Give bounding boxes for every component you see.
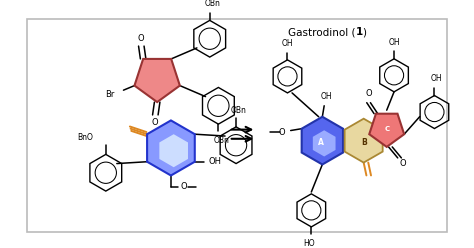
- Polygon shape: [369, 114, 404, 147]
- Text: HO: HO: [304, 239, 315, 248]
- Text: OBn: OBn: [231, 106, 247, 115]
- Polygon shape: [135, 59, 180, 102]
- Text: O: O: [365, 89, 372, 98]
- Text: OH: OH: [430, 74, 442, 84]
- Text: OH: OH: [209, 157, 221, 166]
- Text: O: O: [137, 34, 144, 43]
- Text: C: C: [385, 126, 390, 132]
- Text: OH: OH: [388, 38, 400, 47]
- Text: OH: OH: [282, 39, 293, 48]
- Text: A: A: [318, 138, 323, 147]
- Polygon shape: [159, 134, 188, 167]
- Text: 1: 1: [356, 27, 363, 37]
- Polygon shape: [301, 117, 343, 164]
- Text: O: O: [151, 118, 158, 127]
- Text: Gastrodinol (: Gastrodinol (: [288, 27, 356, 37]
- Text: OBn: OBn: [213, 136, 229, 145]
- Text: OH: OH: [321, 92, 333, 101]
- Text: BnO: BnO: [77, 133, 93, 142]
- Text: O: O: [181, 182, 187, 191]
- Polygon shape: [313, 130, 336, 156]
- Polygon shape: [147, 121, 195, 176]
- Text: ): ): [362, 27, 366, 37]
- Text: Br: Br: [105, 90, 114, 99]
- Polygon shape: [345, 119, 383, 163]
- Text: OBn: OBn: [205, 0, 220, 8]
- Text: O: O: [279, 128, 285, 137]
- Text: O: O: [400, 159, 407, 168]
- Text: B: B: [361, 138, 366, 147]
